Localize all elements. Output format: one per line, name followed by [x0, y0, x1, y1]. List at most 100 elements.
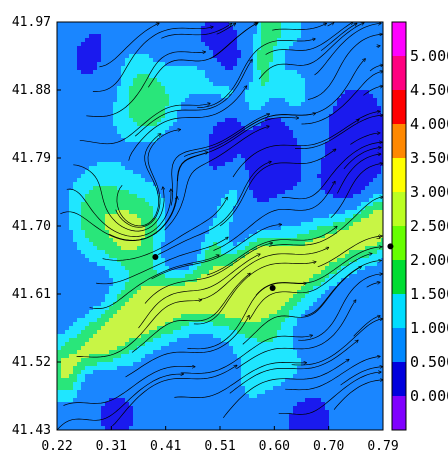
contour-cell — [253, 82, 258, 87]
contour-cell — [233, 134, 238, 139]
contour-cell — [249, 90, 254, 95]
contour-cell — [109, 86, 114, 91]
contour-cell — [185, 134, 190, 139]
contour-cell — [69, 38, 74, 43]
contour-cell — [125, 118, 130, 123]
contour-cell — [261, 262, 266, 267]
contour-cell — [293, 22, 298, 27]
contour-cell — [293, 190, 298, 195]
contour-cell — [277, 218, 282, 223]
contour-cell — [69, 62, 74, 67]
contour-cell — [137, 174, 142, 179]
contour-cell — [313, 38, 318, 43]
contour-cell — [69, 182, 74, 187]
contour-cell — [173, 78, 178, 83]
contour-cell — [325, 58, 330, 63]
contour-cell — [309, 78, 314, 83]
contour-cell — [85, 194, 90, 199]
contour-cell — [245, 246, 250, 251]
contour-cell — [329, 46, 334, 51]
contour-cell — [297, 178, 302, 183]
contour-cell — [329, 138, 334, 143]
contour-cell — [269, 214, 274, 219]
contour-cell — [229, 142, 234, 147]
contour-cell — [373, 82, 378, 87]
contour-cell — [281, 134, 286, 139]
contour-cell — [201, 254, 206, 259]
contour-cell — [105, 138, 110, 143]
contour-cell — [229, 86, 234, 91]
contour-cell — [101, 246, 106, 251]
contour-cell — [77, 122, 82, 127]
contour-cell — [81, 218, 86, 223]
contour-cell — [301, 78, 306, 83]
contour-cell — [85, 94, 90, 99]
contour-cell — [261, 194, 266, 199]
contour-cell — [121, 238, 126, 243]
contour-cell — [325, 54, 330, 59]
contour-cell — [213, 182, 218, 187]
contour-cell — [133, 46, 138, 51]
contour-cell — [305, 122, 310, 127]
contour-cell — [249, 262, 254, 267]
contour-cell — [153, 202, 158, 207]
contour-cell — [289, 210, 294, 215]
contour-cell — [177, 186, 182, 191]
contour-cell — [105, 66, 110, 71]
contour-cell — [309, 98, 314, 103]
contour-cell — [345, 66, 350, 71]
contour-cell — [249, 162, 254, 167]
contour-cell — [61, 34, 66, 39]
contour-cell — [153, 158, 158, 163]
contour-cell — [193, 230, 198, 235]
contour-cell — [69, 30, 74, 35]
contour-cell — [121, 254, 126, 259]
contour-cell — [157, 182, 162, 187]
contour-cell — [345, 130, 350, 135]
contour-cell — [293, 134, 298, 139]
contour-cell — [341, 146, 346, 151]
contour-cell — [145, 30, 150, 35]
contour-cell — [109, 26, 114, 31]
contour-cell — [293, 122, 298, 127]
contour-cell — [181, 154, 186, 159]
contour-cell — [365, 110, 370, 115]
contour-cell — [185, 254, 190, 259]
contour-cell — [93, 162, 98, 167]
contour-cell — [313, 130, 318, 135]
contour-cell — [249, 110, 254, 115]
contour-cell — [233, 226, 238, 231]
contour-cell — [101, 22, 106, 27]
contour-cell — [133, 30, 138, 35]
contour-cell — [297, 106, 302, 111]
contour-cell — [345, 186, 350, 191]
contour-cell — [129, 174, 134, 179]
contour-cell — [377, 26, 382, 31]
contour-cell — [201, 242, 206, 247]
contour-cell — [97, 26, 102, 31]
contour-cell — [257, 50, 262, 55]
contour-cell — [61, 22, 66, 27]
contour-cell — [381, 38, 383, 43]
contour-cell — [329, 178, 334, 183]
contour-cell — [277, 86, 282, 91]
contour-cell — [261, 242, 266, 247]
contour-cell — [297, 218, 302, 223]
contour-cell — [337, 222, 342, 227]
contour-cell — [377, 250, 382, 255]
contour-cell — [57, 118, 62, 123]
contour-cell — [213, 74, 218, 79]
contour-cell — [173, 70, 178, 75]
contour-cell — [337, 118, 342, 123]
contour-cell — [361, 234, 366, 239]
contour-cell — [177, 78, 182, 83]
contour-cell — [313, 134, 318, 139]
contour-cell — [153, 170, 158, 175]
contour-cell — [117, 66, 122, 71]
contour-cell — [337, 262, 342, 267]
contour-cell — [353, 26, 358, 31]
contour-cell — [313, 82, 318, 87]
contour-cell — [333, 70, 338, 75]
contour-cell — [81, 70, 86, 75]
contour-cell — [149, 154, 154, 159]
